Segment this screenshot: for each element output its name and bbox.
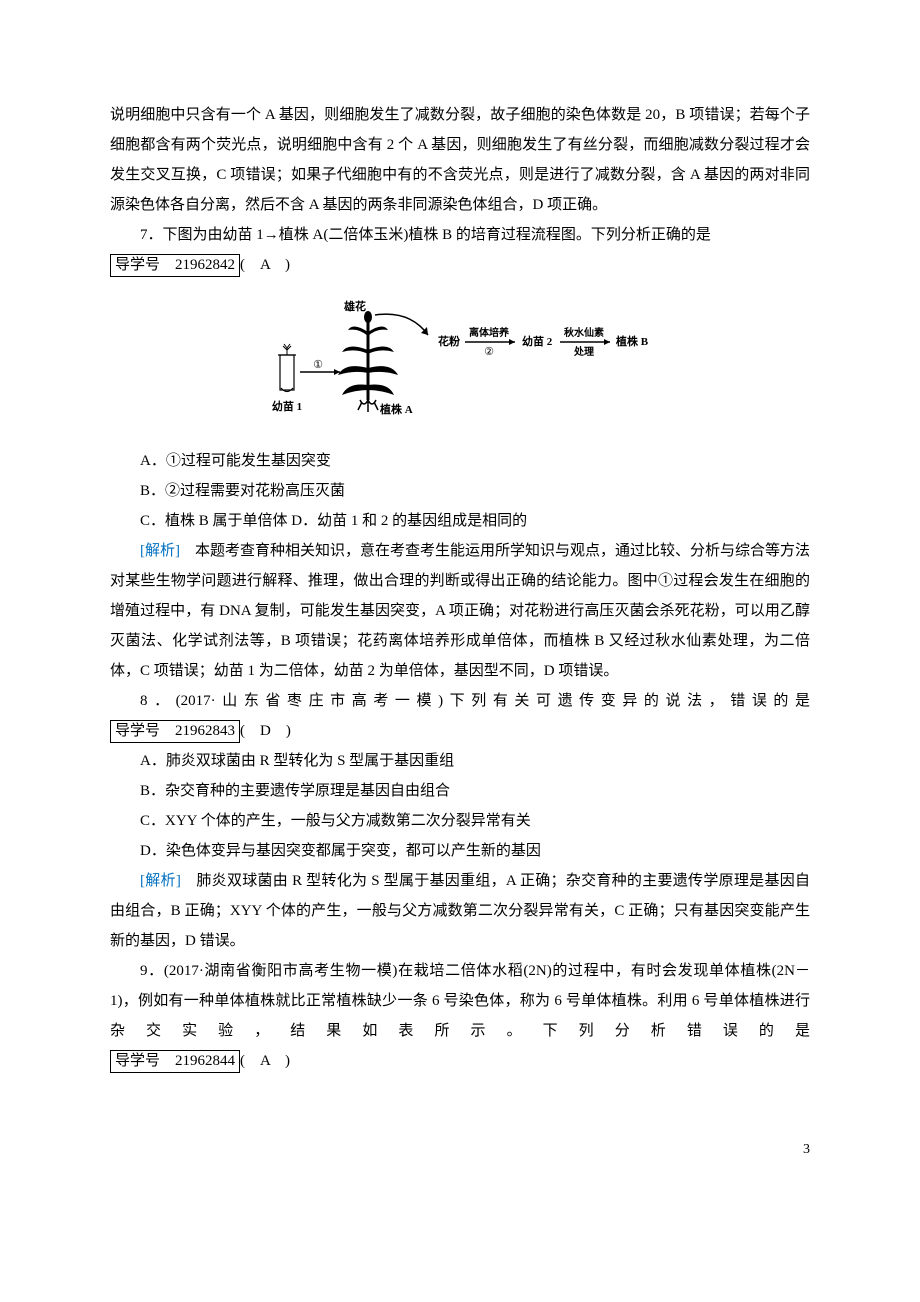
q8-option-a: A．肺炎双球菌由 R 型转化为 S 型属于基因重组 <box>110 746 810 776</box>
q8-analysis-text: 肺炎双球菌由 R 型转化为 S 型属于基因重组，A 正确；杂交育种的主要遗传学原… <box>110 873 810 949</box>
label-culture: 离体培养 <box>469 326 510 339</box>
q7-stem-line: 7．下图为由幼苗 1→植株 A(二倍体玉米)植株 B 的培育过程流程图。下列分析… <box>110 220 810 250</box>
q7-guide-line: 导学号 21962842( A ) <box>110 250 810 280</box>
plant-silhouette-icon <box>338 311 398 412</box>
q7-analysis-text: 本题考查育种相关知识，意在考查考生能运用所学知识与观点，通过比较、分析与综合等方… <box>110 543 810 679</box>
q7-stem: 7．下图为由幼苗 1→植株 A(二倍体玉米)植株 B 的培育过程流程图。下列分析… <box>140 227 711 243</box>
label-seedling1: 幼苗 1 <box>272 399 302 413</box>
label-step1: ① <box>313 359 323 371</box>
q8-stem: 8．(2017·山东省枣庄市高考一模)下列有关可遗传变异的说法，错误的是 <box>140 693 810 709</box>
label-step2: ② <box>484 346 494 358</box>
label-seedling2: 幼苗 2 <box>522 334 553 348</box>
q9-guide-line: 导学号 21962844( A ) <box>110 1046 810 1076</box>
q7-option-a: A．①过程可能发生基因突变 <box>110 446 810 476</box>
q8-option-c: C．XYY 个体的产生，一般与父方减数第二次分裂异常有关 <box>110 806 810 836</box>
test-tube-icon <box>280 355 294 390</box>
q9-stem: 9．(2017·湖南省衡阳市高考生物一模)在栽培二倍体水稻(2N)的过程中，有时… <box>110 963 810 1039</box>
q9-guide-number: 导学号 21962844 <box>110 1050 240 1073</box>
analysis-label: [解析] <box>140 873 181 889</box>
q8-guide-number: 导学号 21962843 <box>110 720 240 743</box>
q7-option-c: C．植株 B 属于单倍体 D．幼苗 1 和 2 的基因组成是相同的 <box>110 506 810 536</box>
q8-option-b: B．杂交育种的主要遗传学原理是基因自由组合 <box>110 776 810 806</box>
q7-answer: ( A ) <box>240 257 290 273</box>
q8-stem-line: 8．(2017·山东省枣庄市高考一模)下列有关可遗传变异的说法，错误的是 <box>110 686 810 716</box>
analysis-label: [解析] <box>140 543 180 559</box>
q8-analysis: [解析] 肺炎双球菌由 R 型转化为 S 型属于基因重组，A 正确；杂交育种的主… <box>110 866 810 956</box>
q7-diagram: 幼苗 1 ① 植株 A 雄花 花粉 离体培养 ② 幼苗 2 <box>260 290 660 420</box>
q7-guide-number: 导学号 21962842 <box>110 254 240 277</box>
q8-option-d: D．染色体变异与基因突变都属于突变，都可以产生新的基因 <box>110 836 810 866</box>
arrow-culture-head <box>509 339 515 345</box>
paragraph-continuation: 说明细胞中只含有一个 A 基因，则细胞发生了减数分裂，故子细胞的染色体数是 20… <box>110 100 810 220</box>
label-plantA: 植株 A <box>379 402 413 416</box>
q8-guide-line: 导学号 21962843( D ) <box>110 716 810 746</box>
arrow-colchicine-head <box>604 339 610 345</box>
q8-answer: ( D ) <box>240 723 291 739</box>
page-number: 3 <box>110 1136 810 1164</box>
q9-answer: ( A ) <box>240 1053 290 1069</box>
seedling-icon <box>283 344 291 355</box>
label-plantB: 植株 B <box>615 334 649 348</box>
curved-arrow <box>375 314 428 335</box>
label-male-flower: 雄花 <box>343 299 366 313</box>
q7-diagram-container: 幼苗 1 ① 植株 A 雄花 花粉 离体培养 ② 幼苗 2 <box>110 290 810 431</box>
label-pollen: 花粉 <box>438 334 460 348</box>
q7-option-b: B．②过程需要对花粉高压灭菌 <box>110 476 810 506</box>
q9-stem-line: 9．(2017·湖南省衡阳市高考生物一模)在栽培二倍体水稻(2N)的过程中，有时… <box>110 956 810 1046</box>
label-treatment: 处理 <box>573 345 594 358</box>
label-colchicine: 秋水仙素 <box>564 326 604 339</box>
q7-analysis: [解析] 本题考查育种相关知识，意在考查考生能运用所学知识与观点，通过比较、分析… <box>110 536 810 686</box>
